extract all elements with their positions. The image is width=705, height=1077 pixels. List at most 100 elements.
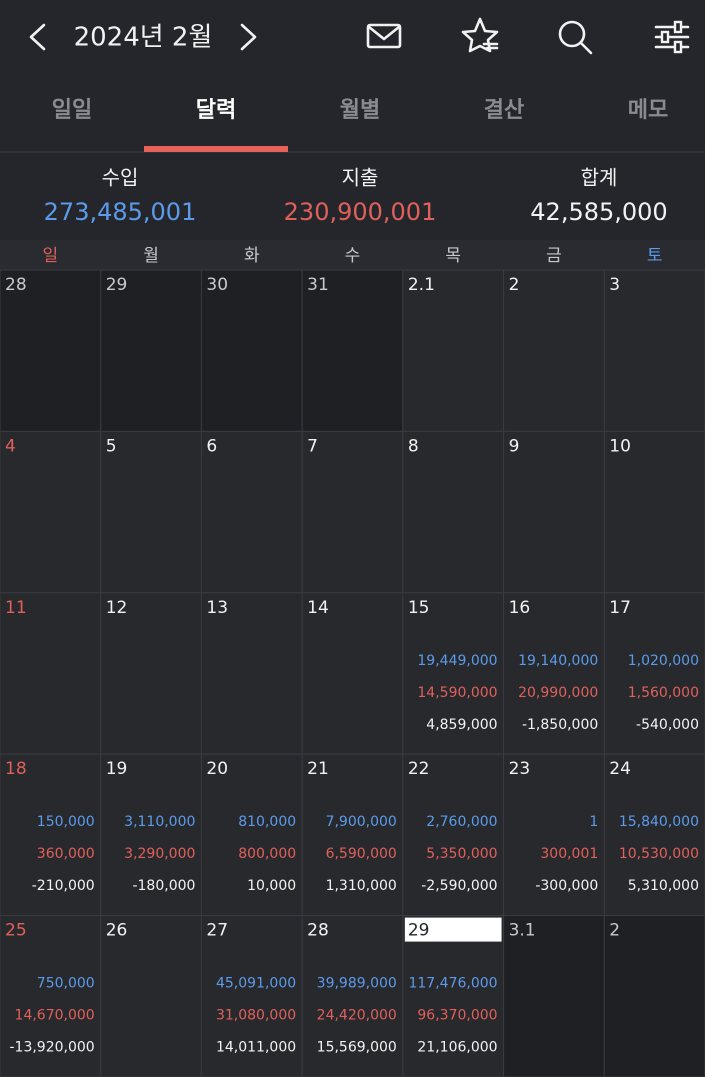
day-cell[interactable] bbox=[402, 753, 505, 917]
day-number: 2.1 bbox=[408, 275, 435, 295]
day-number: 7 bbox=[307, 436, 318, 456]
day-cell[interactable] bbox=[200, 592, 303, 755]
day-cell[interactable] bbox=[0, 269, 102, 432]
day-income: 45,091,000 bbox=[216, 976, 296, 992]
day-cell[interactable] bbox=[100, 753, 202, 917]
day-cell[interactable] bbox=[301, 915, 404, 1077]
weekday-label: 금 bbox=[546, 246, 562, 266]
day-number: 2 bbox=[509, 275, 520, 295]
day-number: 29 bbox=[106, 275, 128, 295]
total-label: 합계 bbox=[581, 166, 618, 190]
day-total: 4,859,000 bbox=[426, 717, 497, 733]
day-expense: 800,000 bbox=[238, 846, 296, 862]
day-expense: 96,370,000 bbox=[417, 1008, 497, 1024]
day-cell[interactable] bbox=[402, 915, 505, 1077]
day-cell[interactable] bbox=[0, 753, 102, 917]
day-cell[interactable] bbox=[503, 269, 605, 432]
day-total: -2,590,000 bbox=[421, 878, 497, 894]
day-expense: 14,670,000 bbox=[15, 1008, 95, 1024]
day-number: 28 bbox=[5, 275, 27, 295]
day-number: 3.1 bbox=[509, 921, 536, 941]
day-cell[interactable] bbox=[503, 592, 605, 755]
day-income: 19,140,000 bbox=[518, 653, 598, 669]
day-income: 810,000 bbox=[238, 814, 296, 830]
tab[interactable]: 결산 bbox=[484, 98, 524, 123]
day-number: 2 bbox=[609, 921, 620, 941]
day-cell[interactable] bbox=[603, 430, 705, 594]
day-total: -300,000 bbox=[535, 878, 598, 894]
weekday-label: 월 bbox=[143, 246, 159, 266]
day-total: 14,011,000 bbox=[216, 1040, 296, 1056]
day-income: 2,760,000 bbox=[426, 814, 497, 830]
day-expense: 360,000 bbox=[37, 846, 95, 862]
day-income: 7,900,000 bbox=[326, 814, 397, 830]
day-cell[interactable] bbox=[100, 592, 202, 755]
tab[interactable]: 월별 bbox=[340, 98, 380, 123]
weekday-bar bbox=[0, 240, 705, 270]
day-number: 28 bbox=[307, 921, 329, 941]
day-number: 27 bbox=[206, 921, 228, 941]
day-income: 1 bbox=[589, 814, 598, 830]
next-month[interactable] bbox=[240, 23, 257, 51]
weekday-label: 일 bbox=[43, 246, 59, 266]
day-number: 19 bbox=[106, 759, 128, 779]
day-number: 30 bbox=[206, 275, 228, 295]
settings-icon[interactable] bbox=[654, 20, 690, 54]
day-income: 19,449,000 bbox=[417, 653, 497, 669]
day-number: 13 bbox=[206, 598, 228, 618]
day-cell[interactable] bbox=[503, 915, 605, 1077]
day-number: 22 bbox=[408, 759, 430, 779]
mail-icon[interactable] bbox=[366, 23, 402, 49]
day-cell[interactable] bbox=[301, 269, 404, 432]
day-cell[interactable] bbox=[402, 592, 505, 755]
day-total: 10,000 bbox=[247, 878, 296, 894]
weekday-label: 토 bbox=[647, 246, 663, 266]
prev-month[interactable] bbox=[29, 23, 46, 51]
day-number: 21 bbox=[307, 759, 329, 779]
day-total: 15,569,000 bbox=[317, 1040, 397, 1056]
day-cell[interactable] bbox=[603, 592, 705, 755]
day-number: 3 bbox=[609, 275, 620, 295]
day-number: 31 bbox=[307, 275, 329, 295]
day-cell[interactable] bbox=[0, 592, 102, 755]
expense-value: 230,900,001 bbox=[284, 198, 437, 226]
search-icon[interactable] bbox=[558, 20, 593, 55]
day-number: 9 bbox=[509, 436, 520, 456]
weekday-label: 수 bbox=[345, 246, 361, 266]
day-number: 18 bbox=[5, 759, 27, 779]
day-expense: 300,001 bbox=[540, 846, 598, 862]
day-cell[interactable] bbox=[301, 430, 404, 594]
day-cell[interactable] bbox=[503, 430, 605, 594]
tab[interactable]: 메모 bbox=[628, 98, 668, 123]
tab[interactable]: 달력 bbox=[196, 98, 236, 123]
favorites-icon[interactable] bbox=[461, 17, 499, 53]
tab[interactable]: 일일 bbox=[52, 98, 92, 123]
day-total: 1,310,000 bbox=[326, 878, 397, 894]
day-cell[interactable] bbox=[301, 592, 404, 755]
day-total: -1,850,000 bbox=[522, 717, 598, 733]
day-number: 10 bbox=[609, 436, 631, 456]
day-cell[interactable] bbox=[200, 269, 303, 432]
day-income: 39,989,000 bbox=[317, 976, 397, 992]
day-number: 17 bbox=[609, 598, 631, 618]
day-number: 12 bbox=[106, 598, 128, 618]
day-cell[interactable] bbox=[100, 430, 202, 594]
day-cell[interactable] bbox=[603, 915, 705, 1077]
weekday-label: 화 bbox=[244, 246, 260, 266]
day-expense: 1,560,000 bbox=[628, 685, 699, 701]
day-number: 5 bbox=[106, 436, 117, 456]
day-cell[interactable] bbox=[402, 430, 505, 594]
day-number: 20 bbox=[206, 759, 228, 779]
day-cell[interactable] bbox=[100, 915, 202, 1077]
day-cell[interactable] bbox=[200, 430, 303, 594]
top-background bbox=[0, 0, 705, 240]
day-cell[interactable] bbox=[100, 269, 202, 432]
day-cell[interactable] bbox=[603, 753, 705, 917]
day-number: 24 bbox=[609, 759, 631, 779]
day-cell[interactable] bbox=[603, 269, 705, 432]
day-number: 23 bbox=[509, 759, 531, 779]
day-number: 14 bbox=[307, 598, 329, 618]
month-title: 2024년 2월 bbox=[74, 23, 213, 53]
day-number: 29 bbox=[408, 921, 430, 941]
